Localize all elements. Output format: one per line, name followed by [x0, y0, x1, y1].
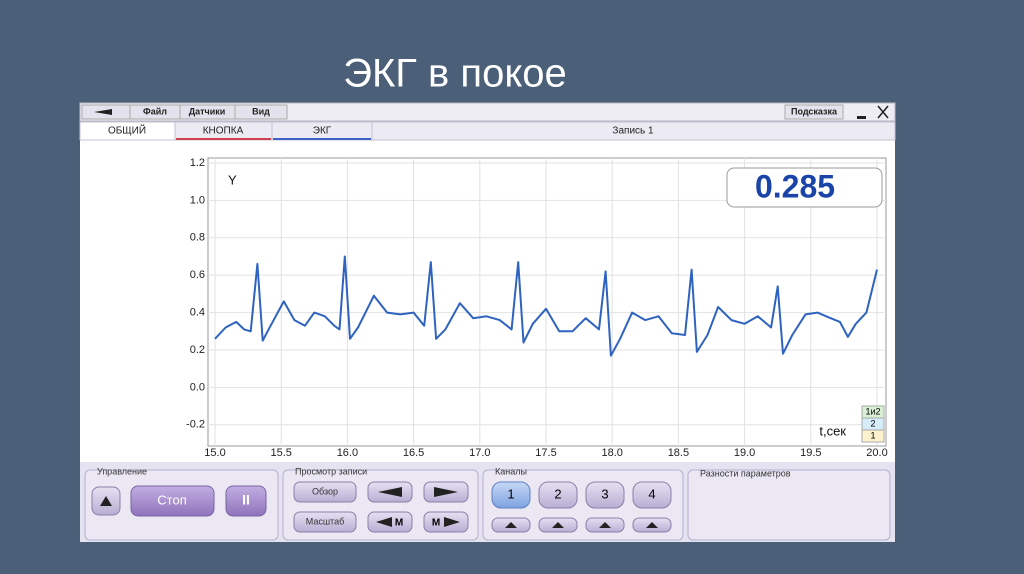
channel-label: 1 — [507, 486, 514, 501]
record-label: Запись 1 — [612, 126, 654, 137]
pause-button[interactable] — [225, 485, 267, 517]
left-icon — [378, 487, 402, 497]
x-tick-label: 18.5 — [668, 447, 689, 459]
y-tick-label: 0.4 — [190, 306, 205, 318]
menu-label: Датчики — [189, 106, 226, 116]
channel-tag-label: 1 — [870, 430, 875, 440]
channel-button-selected[interactable] — [491, 481, 531, 509]
channel-label: 3 — [601, 486, 608, 501]
stop-button[interactable] — [130, 485, 215, 517]
slide-title: ЭКГ в покое — [343, 52, 567, 96]
y-tick-label: -0.2 — [186, 419, 205, 431]
y-tick-label: 1.0 — [190, 194, 205, 206]
x-tick-label: 16.0 — [337, 447, 358, 459]
x-tick-label: 19.0 — [734, 447, 755, 459]
group-label: Просмотр записи — [295, 466, 367, 476]
m-forward-label: М — [432, 518, 440, 529]
x-tick-label: 17.0 — [469, 447, 490, 459]
overview-button[interactable] — [293, 481, 357, 503]
up-icon — [100, 496, 112, 506]
stop-label: Стоп — [157, 492, 186, 507]
left-icon — [376, 517, 392, 527]
group-label: Каналы — [495, 466, 527, 476]
tab-label: ЭКГ — [313, 126, 332, 137]
group-label: Управление — [97, 466, 147, 476]
right-icon — [444, 517, 460, 527]
close-button[interactable] — [877, 105, 889, 119]
channel-label: 4 — [648, 486, 655, 501]
y-tick-label: 0.8 — [190, 232, 205, 244]
readout: 0.285 — [755, 168, 835, 204]
x-tick-label: 15.5 — [270, 447, 291, 459]
scale-label: Масштаб — [306, 516, 345, 526]
up-icon — [646, 522, 658, 528]
channel-label: 2 — [554, 486, 561, 501]
right-icon — [434, 487, 458, 497]
readout-box — [726, 167, 883, 208]
minimize-button[interactable] — [857, 116, 866, 119]
tab-label: ОБЩИЙ — [108, 124, 146, 137]
y-tick-label: 0.0 — [190, 381, 205, 393]
pause-label: II — [242, 492, 250, 508]
help-button[interactable] — [784, 104, 844, 120]
channel-tag-label: 1и2 — [865, 406, 880, 416]
menu-item[interactable] — [234, 104, 288, 120]
group-label: Разности параметров — [700, 468, 791, 478]
channel-button[interactable] — [632, 481, 672, 509]
x-tick-label: 20.0 — [866, 447, 887, 459]
x-tick-label: 18.0 — [601, 447, 622, 459]
channel-button[interactable] — [538, 481, 578, 509]
back-icon — [94, 109, 112, 115]
up-icon — [599, 522, 611, 528]
ecg-line — [214, 255, 878, 357]
scale-button[interactable] — [293, 511, 357, 533]
tab-label: КНОПКА — [203, 126, 244, 137]
y-tick-label: 0.6 — [190, 269, 205, 281]
m-back-label: М — [395, 518, 403, 529]
menu-label: Вид — [252, 106, 270, 116]
help-label: Подсказка — [791, 106, 838, 116]
y-tick-label: 0.2 — [190, 344, 205, 356]
x-tick-label: 17.5 — [535, 447, 556, 459]
channel-tag-label: 2 — [870, 418, 875, 428]
y-axis-label: Y — [228, 172, 237, 187]
up-icon — [552, 522, 564, 528]
x-axis-label: t,сек — [819, 423, 846, 438]
y-tick-label: 1.2 — [190, 157, 205, 169]
up-icon — [505, 522, 517, 528]
x-tick-label: 16.5 — [403, 447, 424, 459]
overview-label: Обзор — [312, 486, 338, 496]
menu-label: Файл — [143, 106, 167, 116]
channel-up-buttons — [491, 517, 672, 533]
x-tick-label: 15.0 — [204, 447, 225, 459]
channel-tag[interactable] — [861, 429, 885, 443]
x-tick-label: 19.5 — [800, 447, 821, 459]
channel-button[interactable] — [585, 481, 625, 509]
control-group — [687, 469, 891, 541]
